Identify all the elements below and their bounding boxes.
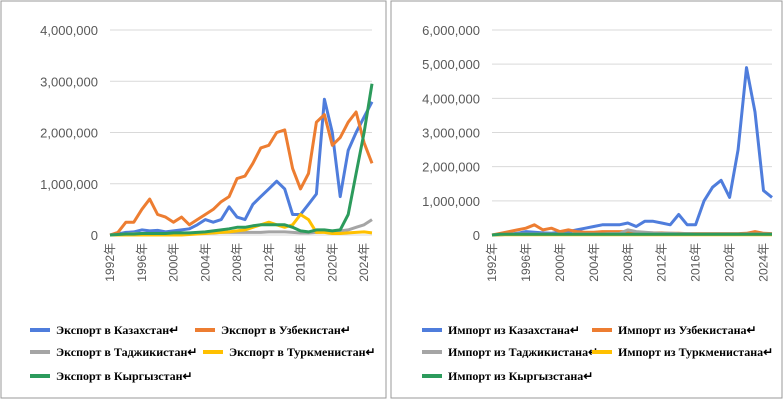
x-tick-label: 2016年 [689,243,703,282]
legend-label: Импорт из Таджикистана↵ [448,345,598,359]
x-tick-label: 1996年 [519,243,533,282]
legend-label: Импорт из Узбекистана↵ [618,323,757,337]
x-tick-label: 2020年 [325,243,339,282]
series-line [491,232,772,237]
x-tick-label: 1992年 [485,243,499,282]
x-tick-label: 2004年 [587,243,601,282]
y-tick-label: 4,000,000 [40,23,98,38]
legend-label: Экспорт в Туркменистан↵ [229,345,376,359]
y-tick-label: 1,000,000 [40,177,98,192]
y-tick-label: 6,000,000 [422,23,480,38]
y-tick-label: 0 [91,228,98,243]
legend-label: Экспорт в Узбекистан↵ [221,323,351,337]
panel-border [390,0,783,399]
legend-label: Экспорт в Таджикистан↵ [56,345,197,359]
x-tick-label: 2016年 [294,243,308,282]
panel-border [0,0,387,399]
y-tick-label: 2,000,000 [422,160,480,175]
x-tick-label: 1996年 [135,243,149,282]
x-tick-label: 1992年 [103,243,117,282]
y-tick-label: 3,000,000 [422,126,480,141]
y-tick-label: 3,000,000 [40,74,98,89]
x-tick-label: 2008年 [230,243,244,282]
x-tick-label: 2000年 [553,243,567,282]
series-line [491,66,773,237]
x-tick-label: 2024年 [357,243,371,282]
x-tick-label: 2000年 [167,243,181,282]
y-tick-label: 0 [473,228,480,243]
x-tick-label: 2020年 [723,243,737,282]
y-tick-label: 5,000,000 [422,57,480,72]
x-tick-label: 2024年 [757,243,771,282]
series-line [109,110,374,237]
legend-label: Импорт из Казахстана↵ [448,323,580,337]
legend-label: Экспорт в Кыргызстан↵ [56,369,193,383]
legend-label: Импорт из Кыргызстана↵ [448,369,593,383]
legend-label: Импорт из Туркменистана↵ [618,345,773,359]
y-tick-label: 2,000,000 [40,126,98,141]
x-tick-label: 2004年 [198,243,212,282]
series-line [109,83,374,237]
y-tick-label: 4,000,000 [422,91,480,106]
legend-label: Экспорт в Казахстан↵ [56,323,179,337]
series-line [109,97,374,237]
y-tick-label: 1,000,000 [422,194,480,209]
x-tick-label: 2012年 [262,243,276,282]
x-tick-label: 2008年 [621,243,635,282]
x-tick-label: 2012年 [655,243,669,282]
